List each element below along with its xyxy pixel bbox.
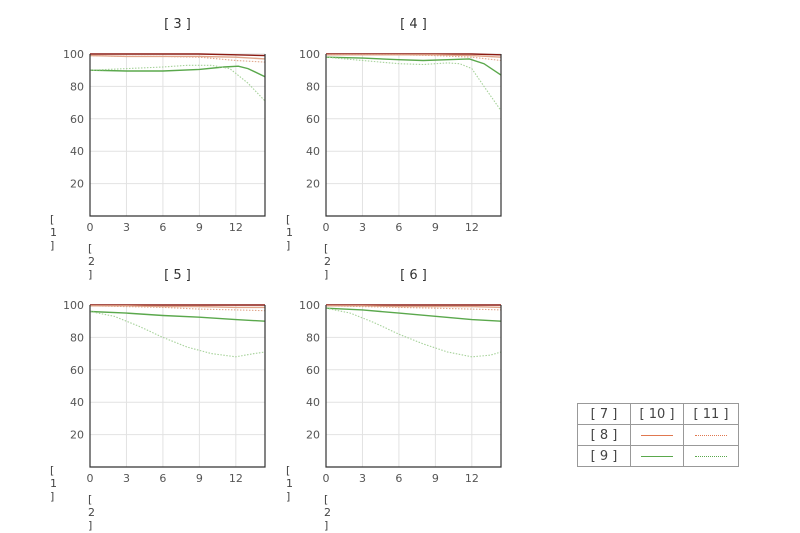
legend-row-label: [ 8 ] xyxy=(577,424,631,446)
y-tick-label: 20 xyxy=(306,178,320,191)
y-tick-label: 80 xyxy=(306,80,320,93)
x-axis-label: [ 2 ] xyxy=(88,242,95,281)
y-tick-label: 60 xyxy=(306,113,320,126)
plot-area: 0 3 6 9 12 20 40 60 80 100 xyxy=(299,299,502,485)
x-tick-label: 0 xyxy=(87,472,94,485)
series-line xyxy=(89,310,266,358)
x-tick-label: 6 xyxy=(159,221,166,234)
x-tick-label: 0 xyxy=(87,221,94,234)
series-line xyxy=(325,56,502,76)
legend-header-cell: [ 11 ] xyxy=(683,403,739,425)
x-axis-label: [ 2 ] xyxy=(88,493,95,532)
y-axis-label: [ 1 ] xyxy=(50,464,57,503)
y-tick-label: 60 xyxy=(306,364,320,377)
plot-area: 0 3 6 9 12 20 40 60 80 100 xyxy=(63,48,266,234)
y-tick-label: 20 xyxy=(70,178,84,191)
x-tick-label: 0 xyxy=(323,472,330,485)
series-line xyxy=(89,65,266,78)
axes-frame xyxy=(325,54,502,217)
legend-header-cell: [ 10 ] xyxy=(630,403,684,425)
y-tick-label: 60 xyxy=(70,364,84,377)
y-tick-label: 100 xyxy=(299,299,320,312)
legend-row: [ 9 ] xyxy=(577,445,739,467)
x-tick-label: 12 xyxy=(465,472,479,485)
legend-row-label: [ 9 ] xyxy=(577,445,631,467)
y-tick-label: 80 xyxy=(306,331,320,344)
legend-dotted-swatch xyxy=(683,445,739,467)
series-line xyxy=(90,305,265,309)
y-tick-label: 80 xyxy=(70,80,84,93)
legend-header-row: [ 7 ] [ 10 ] [ 11 ] xyxy=(577,403,739,425)
x-tick-label: 6 xyxy=(159,472,166,485)
chart-title: [ 5 ] xyxy=(164,268,191,283)
series-line xyxy=(325,307,502,358)
x-tick-label: 0 xyxy=(323,221,330,234)
series-line xyxy=(90,53,266,57)
axes-frame xyxy=(89,305,266,468)
y-tick-label: 40 xyxy=(306,396,320,409)
legend-row: [ 8 ] xyxy=(577,424,739,446)
x-tick-label: 3 xyxy=(123,221,130,234)
chart-title: [ 4 ] xyxy=(400,17,427,32)
y-tick-label: 100 xyxy=(63,48,84,61)
x-tick-label: 6 xyxy=(395,472,402,485)
x-tick-label: 9 xyxy=(432,472,439,485)
y-axis-label: [ 1 ] xyxy=(50,213,57,252)
axes-frame xyxy=(325,305,502,468)
y-axis-label: [ 1 ] xyxy=(286,213,293,252)
x-axis-label: [ 2 ] xyxy=(324,242,331,281)
x-tick-label: 3 xyxy=(359,221,366,234)
x-tick-label: 9 xyxy=(196,221,203,234)
plot-area: 0 3 6 9 12 20 40 60 80 100 xyxy=(63,299,266,485)
y-tick-label: 40 xyxy=(306,145,320,158)
y-tick-label: 20 xyxy=(306,429,320,442)
plot-area: 0 3 6 9 12 20 40 60 80 100 xyxy=(299,48,502,234)
y-tick-label: 20 xyxy=(70,429,84,442)
y-tick-label: 100 xyxy=(299,48,320,61)
series-line xyxy=(326,54,502,62)
x-tick-label: 9 xyxy=(196,472,203,485)
chart-title: [ 3 ] xyxy=(164,17,191,32)
series-line xyxy=(89,310,266,322)
x-tick-label: 12 xyxy=(465,221,479,234)
y-tick-label: 80 xyxy=(70,331,84,344)
x-tick-label: 6 xyxy=(395,221,402,234)
y-axis-label: [ 1 ] xyxy=(286,464,293,503)
chart-title: [ 6 ] xyxy=(400,268,427,283)
y-tick-label: 40 xyxy=(70,145,84,158)
legend-solid-swatch xyxy=(630,424,684,446)
series-line xyxy=(89,55,266,63)
legend-dotted-swatch xyxy=(683,424,739,446)
x-tick-label: 3 xyxy=(123,472,130,485)
x-tick-label: 12 xyxy=(229,472,243,485)
axes-frame xyxy=(89,54,266,217)
series-line xyxy=(325,56,502,112)
series-line xyxy=(325,307,502,322)
y-tick-label: 60 xyxy=(70,113,84,126)
series-line xyxy=(89,305,266,312)
legend-solid-swatch xyxy=(630,445,684,467)
series-line xyxy=(89,64,266,102)
legend-header-cell: [ 7 ] xyxy=(577,403,631,425)
x-tick-label: 3 xyxy=(359,472,366,485)
legend-table: [ 7 ] [ 10 ] [ 11 ] [ 8 ] [ 9 ] xyxy=(577,403,739,467)
series-line xyxy=(326,305,502,309)
x-tick-label: 12 xyxy=(229,221,243,234)
series-line xyxy=(325,305,502,311)
x-tick-label: 9 xyxy=(432,221,439,234)
x-axis-label: [ 2 ] xyxy=(324,493,331,532)
y-tick-label: 40 xyxy=(70,396,84,409)
y-tick-label: 100 xyxy=(63,299,84,312)
series-line xyxy=(326,53,502,56)
